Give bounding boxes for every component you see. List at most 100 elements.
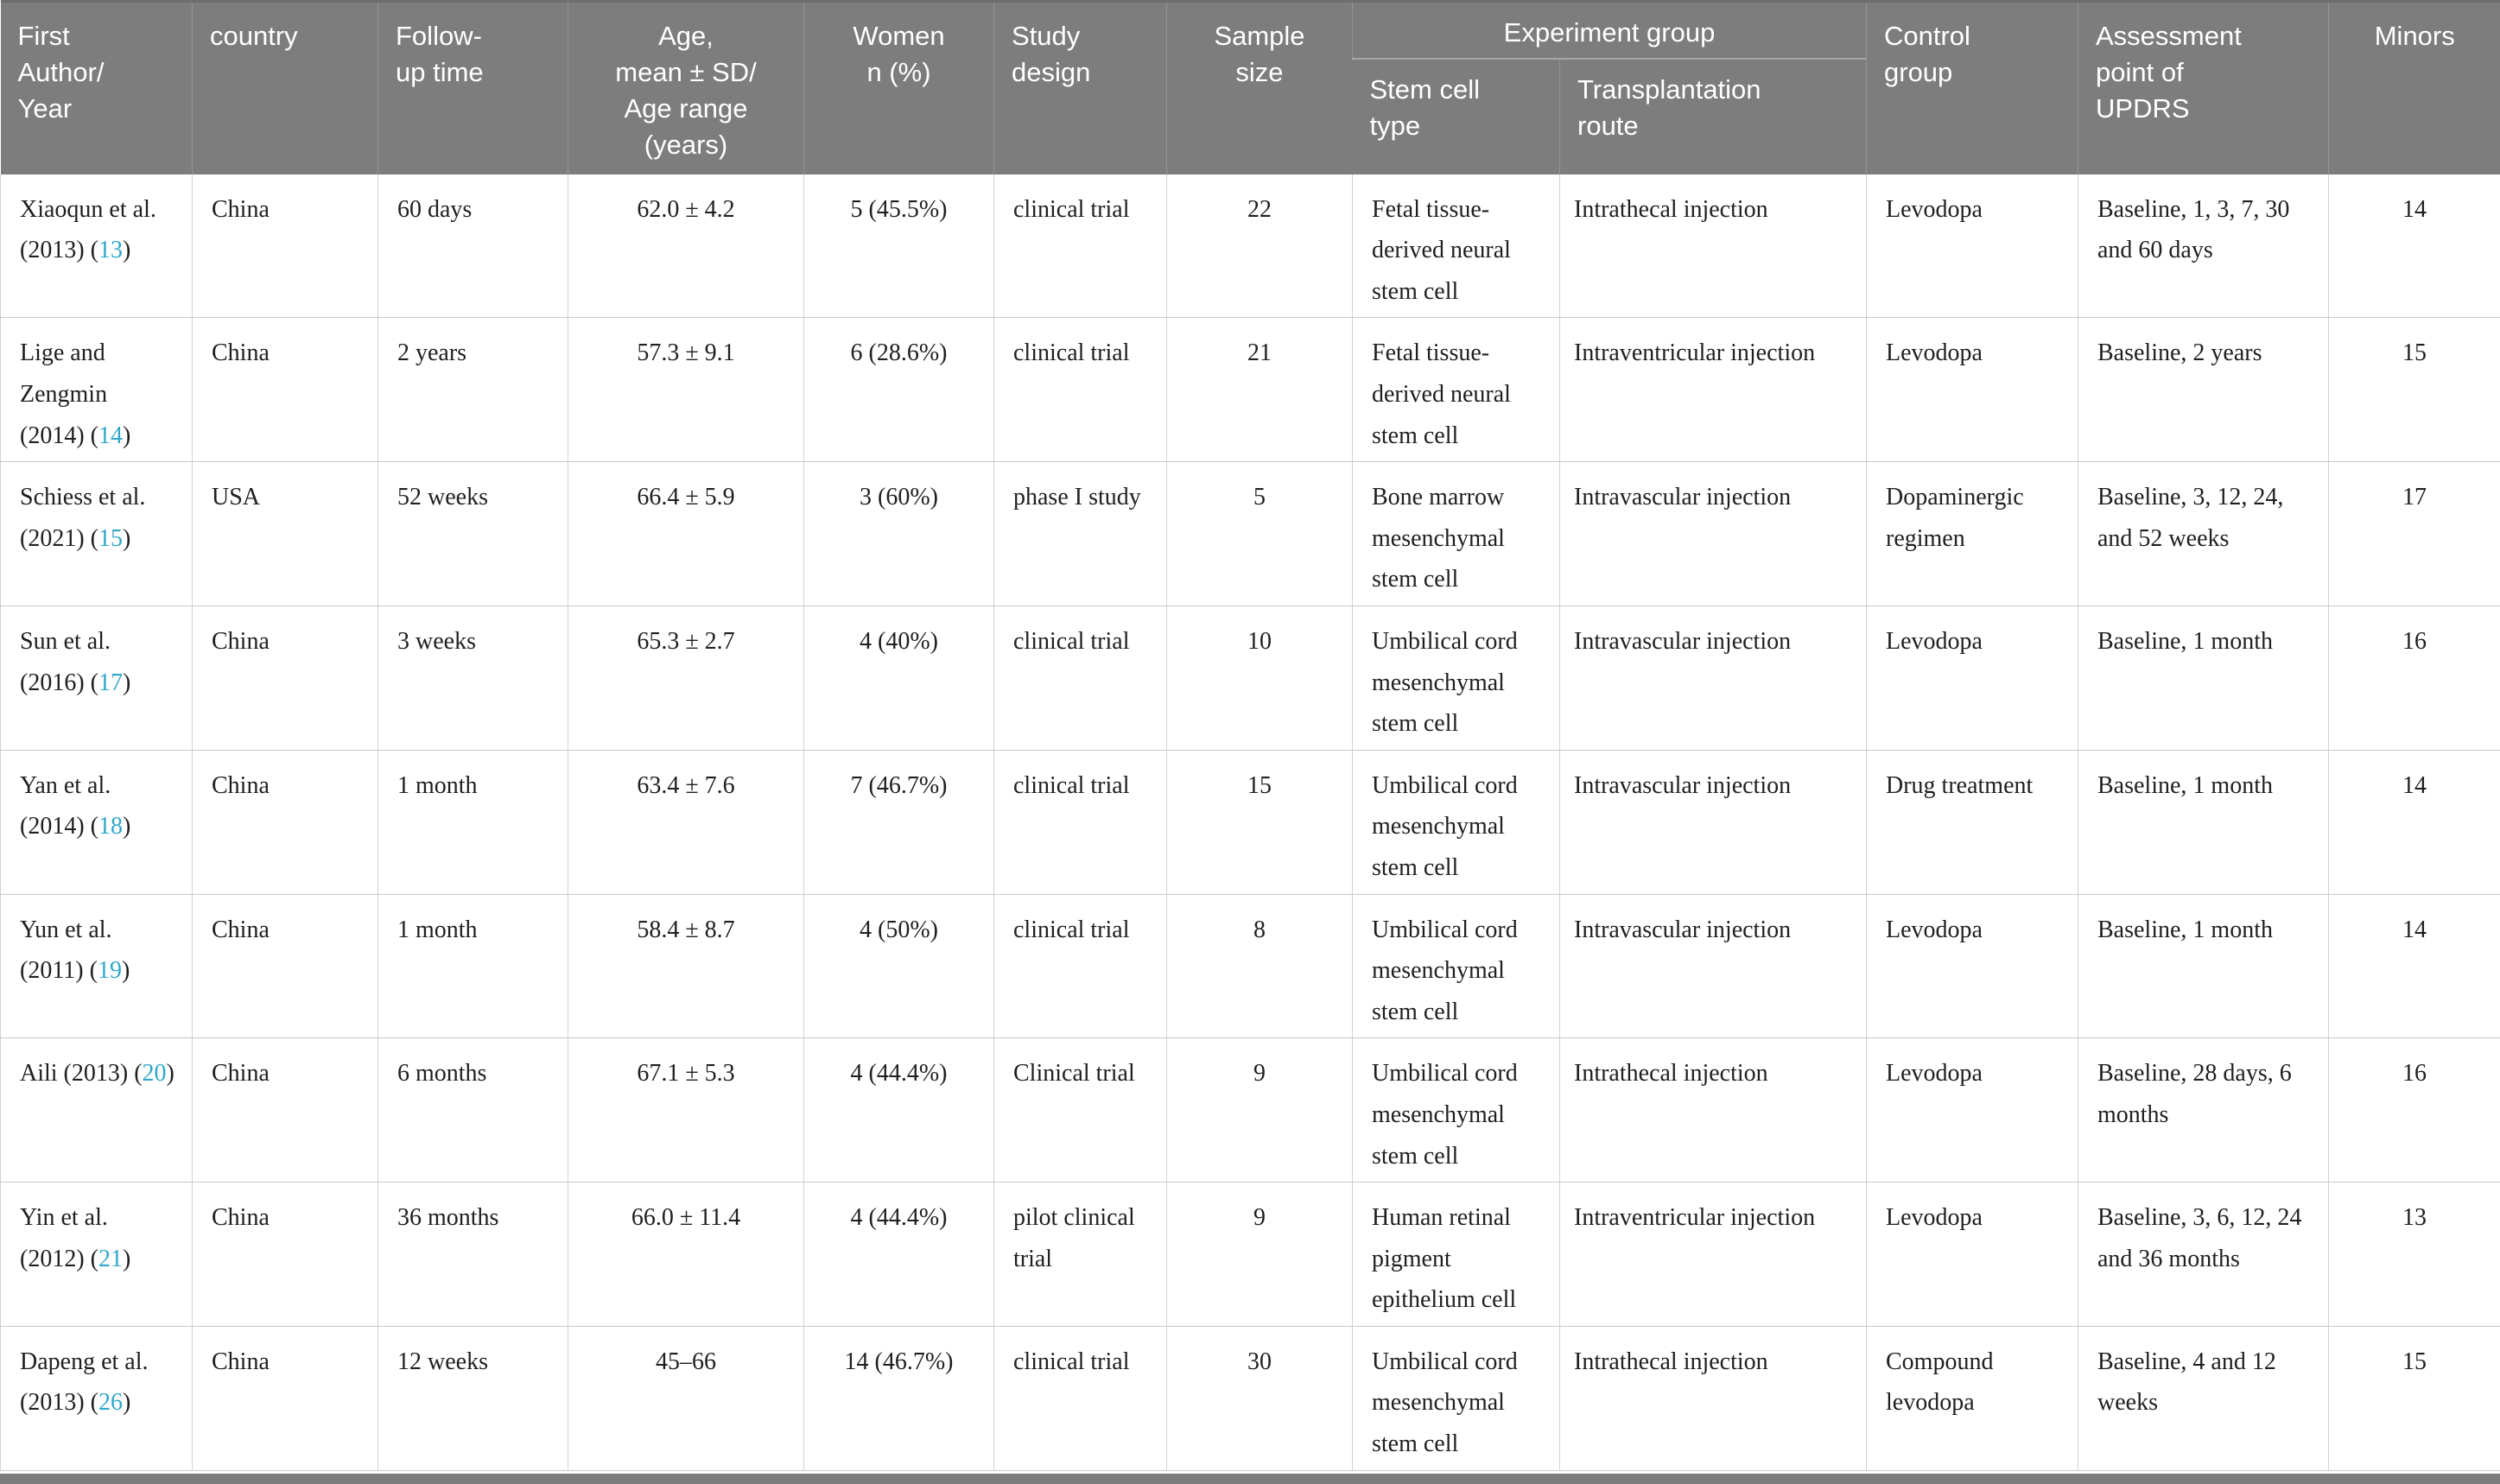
cell-follow-up-time: 1 month — [378, 894, 568, 1038]
reference-link[interactable]: 14 — [98, 422, 123, 449]
cell-sample-size: 10 — [1167, 606, 1353, 750]
cell-follow-up-time: 12 weeks — [378, 1326, 568, 1470]
reference-link[interactable]: 15 — [98, 525, 123, 552]
cell-assessment-point: Baseline, 4 and 12 weeks — [2078, 1326, 2329, 1470]
study-row: Yin et al. (2012) (21) China 36 months 6… — [1, 1183, 2500, 1327]
study-row: Xiaoqun et al. (2013) (13) China 60 days… — [1, 174, 2500, 318]
cell-minors: 14 — [2329, 894, 2500, 1038]
cell-country: USA — [193, 462, 378, 606]
study-row: Yun et al. (2011) (19) China 1 month 58.… — [1, 894, 2500, 1038]
author-text-close: ) — [122, 957, 130, 984]
cell-minors: 14 — [2329, 174, 2500, 318]
author-text: Yan et al. (2014) ( — [20, 772, 111, 840]
reference-link[interactable]: 18 — [98, 813, 123, 840]
cell-control-group: Levodopa — [1867, 1183, 2078, 1327]
reference-link[interactable]: 19 — [98, 957, 122, 984]
cell-sample-size: 9 — [1167, 1038, 1353, 1183]
col-header-experiment-group-label: Experiment group — [1504, 15, 1716, 51]
cell-minors: 13 — [2329, 1183, 2500, 1327]
cell-age: 66.0 ± 11.4 — [568, 1183, 804, 1327]
cell-women: 4 (40%) — [804, 606, 994, 750]
cell-age: 63.4 ± 7.6 — [568, 750, 804, 894]
reference-link[interactable]: 20 — [143, 1060, 167, 1087]
cell-age: 45–66 — [568, 1326, 804, 1470]
cell-control-group: Levodopa — [1867, 1038, 2078, 1183]
cell-control-group: Levodopa — [1867, 894, 2078, 1038]
col-header-follow-up-time: Follow- up time — [378, 2, 568, 174]
cell-transplantation-route: Intraventricular injection — [1560, 1183, 1867, 1327]
cell-first-author-year: Xiaoqun et al. (2013) (13) — [1, 174, 193, 318]
cell-age: 66.4 ± 5.9 — [568, 462, 804, 606]
table-bottom-rule — [0, 1474, 2500, 1484]
cell-transplantation-route: Intraventricular injection — [1560, 318, 1867, 462]
cell-first-author-year: Dapeng et al. (2013) (26) — [1, 1326, 193, 1470]
cell-transplantation-route: Intravascular injection — [1560, 894, 1867, 1038]
cell-follow-up-time: 36 months — [378, 1183, 568, 1327]
cell-stem-cell-type: Bone marrow mesenchymal stem cell — [1353, 462, 1560, 606]
cell-study-design: Clinical trial — [994, 1038, 1167, 1183]
study-row: Schiess et al. (2021) (15) USA 52 weeks … — [1, 462, 2500, 606]
reference-link[interactable]: 26 — [98, 1389, 123, 1416]
cell-transplantation-route: Intravascular injection — [1560, 606, 1867, 750]
cell-age: 67.1 ± 5.3 — [568, 1038, 804, 1183]
cell-first-author-year: Sun et al. (2016) (17) — [1, 606, 193, 750]
cell-study-design: clinical trial — [994, 174, 1167, 318]
cell-first-author-year: Yun et al. (2011) (19) — [1, 894, 193, 1038]
col-header-sample-size: Sample size — [1167, 2, 1353, 174]
author-text-close: ) — [167, 1060, 174, 1087]
cell-women: 4 (50%) — [804, 894, 994, 1038]
cell-stem-cell-type: Umbilical cord mesenchymal stem cell — [1353, 606, 1560, 750]
cell-minors: 16 — [2329, 606, 2500, 750]
study-row: Lige and Zengmin (2014) (14) China 2 yea… — [1, 318, 2500, 462]
cell-stem-cell-type: Umbilical cord mesenchymal stem cell — [1353, 1038, 1560, 1183]
reference-link[interactable]: 13 — [98, 237, 123, 263]
cell-women: 3 (60%) — [804, 462, 994, 606]
cell-follow-up-time: 3 weeks — [378, 606, 568, 750]
author-text: Lige and Zengmin (2014) ( — [20, 339, 107, 448]
cell-stem-cell-type: Human retinal pigment epithelium cell — [1353, 1183, 1560, 1327]
col-header-first-author-year: First Author/ Year — [1, 2, 193, 174]
table-body: Xiaoqun et al. (2013) (13) China 60 days… — [1, 174, 2500, 1471]
cell-first-author-year: Aili (2013) (20) — [1, 1038, 193, 1183]
study-row: Sun et al. (2016) (17) China 3 weeks 65.… — [1, 606, 2500, 750]
reference-link[interactable]: 21 — [98, 1246, 123, 1272]
author-text-close: ) — [123, 1389, 130, 1416]
cell-study-design: clinical trial — [994, 1326, 1167, 1470]
col-header-first-author-year-label: First Author/ Year — [18, 18, 105, 127]
cell-country: China — [193, 750, 378, 894]
col-header-stem-cell-type: Stem cell type — [1353, 59, 1560, 174]
cell-assessment-point: Baseline, 2 years — [2078, 318, 2329, 462]
cell-minors: 17 — [2329, 462, 2500, 606]
cell-assessment-point: Baseline, 1 month — [2078, 894, 2329, 1038]
cell-sample-size: 22 — [1167, 174, 1353, 318]
cell-women: 6 (28.6%) — [804, 318, 994, 462]
col-header-transplantation-route: Transplantation route — [1560, 59, 1867, 174]
cell-country: China — [193, 1183, 378, 1327]
cell-age: 65.3 ± 2.7 — [568, 606, 804, 750]
study-row: Yan et al. (2014) (18) China 1 month 63.… — [1, 750, 2500, 894]
cell-sample-size: 9 — [1167, 1183, 1353, 1327]
cell-assessment-point: Baseline, 1 month — [2078, 606, 2329, 750]
col-header-stem-cell-type-label: Stem cell type — [1370, 72, 1480, 144]
cell-country: China — [193, 174, 378, 318]
col-header-experiment-group: Experiment group — [1353, 2, 1867, 60]
cell-follow-up-time: 60 days — [378, 174, 568, 318]
cell-control-group: Levodopa — [1867, 318, 2078, 462]
cell-sample-size: 5 — [1167, 462, 1353, 606]
cell-assessment-point: Baseline, 3, 6, 12, 24 and 36 months — [2078, 1183, 2329, 1327]
cell-transplantation-route: Intrathecal injection — [1560, 174, 1867, 318]
col-header-country-label: country — [210, 18, 298, 54]
study-row: Aili (2013) (20) China 6 months 67.1 ± 5… — [1, 1038, 2500, 1183]
cell-follow-up-time: 52 weeks — [378, 462, 568, 606]
cell-minors: 14 — [2329, 750, 2500, 894]
cell-women: 5 (45.5%) — [804, 174, 994, 318]
reference-link[interactable]: 17 — [98, 669, 123, 696]
cell-assessment-point: Baseline, 3, 12, 24, and 52 weeks — [2078, 462, 2329, 606]
cell-women: 4 (44.4%) — [804, 1183, 994, 1327]
cell-first-author-year: Yin et al. (2012) (21) — [1, 1183, 193, 1327]
cell-control-group: Levodopa — [1867, 174, 2078, 318]
cell-study-design: clinical trial — [994, 894, 1167, 1038]
cell-stem-cell-type: Fetal tissue-derived neural stem cell — [1353, 318, 1560, 462]
